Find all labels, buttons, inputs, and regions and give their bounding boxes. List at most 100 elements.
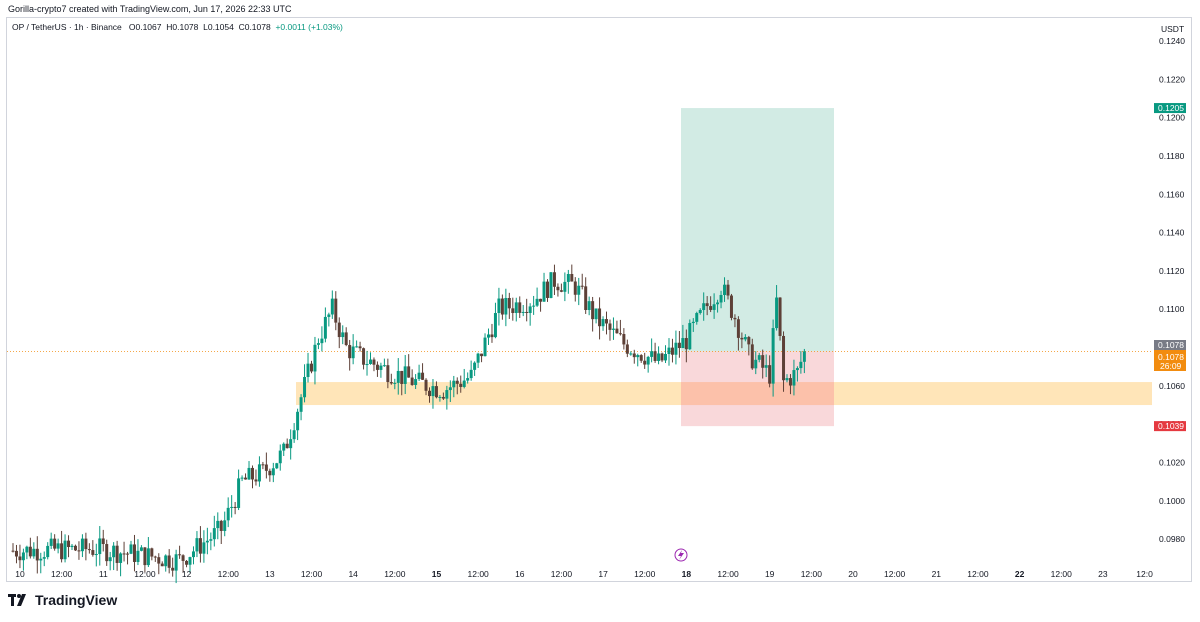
candle-body bbox=[712, 304, 716, 310]
y-tick-label: 0.0980 bbox=[1159, 534, 1185, 544]
x-tick-label: 17 bbox=[598, 569, 608, 579]
candle-body bbox=[410, 377, 414, 385]
symbol-name[interactable]: OP / TetherUS · 1h · Binance bbox=[12, 22, 122, 32]
candle-body bbox=[91, 550, 95, 555]
x-tick-label: 12:00 bbox=[717, 569, 739, 579]
candle-body bbox=[691, 321, 695, 324]
candle-body bbox=[164, 555, 168, 567]
candle-body bbox=[393, 382, 397, 384]
candle-body bbox=[344, 332, 348, 346]
y-tick-label: 0.1000 bbox=[1159, 496, 1185, 506]
candle-body bbox=[636, 355, 640, 358]
candle-body bbox=[382, 365, 386, 367]
candle-body bbox=[303, 376, 307, 398]
candle-body bbox=[292, 430, 296, 440]
candle-body bbox=[698, 310, 702, 314]
candle-body bbox=[84, 538, 88, 550]
candle-body bbox=[709, 306, 713, 310]
price-chart[interactable]: 0.1240 0.1220 0.1200 0.1180 0.1160 0.1140 0.11… bbox=[0, 0, 1200, 585]
candle-body bbox=[500, 298, 504, 315]
target-price-tag-bg bbox=[1154, 103, 1186, 114]
candle-body bbox=[316, 343, 320, 345]
candle-body bbox=[639, 355, 643, 361]
candle-body bbox=[670, 347, 674, 355]
candle-body bbox=[684, 338, 688, 350]
candle-body bbox=[431, 386, 435, 397]
candle-body bbox=[497, 298, 501, 314]
candle-body bbox=[407, 366, 411, 378]
candle-body bbox=[608, 323, 612, 330]
candle-body bbox=[525, 311, 529, 313]
candle-body bbox=[504, 297, 508, 315]
candle-body bbox=[389, 382, 393, 384]
candle-body bbox=[275, 463, 279, 469]
candle-body bbox=[594, 308, 598, 320]
lightning-icon bbox=[678, 550, 684, 560]
candle-body bbox=[400, 370, 404, 384]
x-tick-label: 12:00 bbox=[967, 569, 989, 579]
candle-body bbox=[629, 353, 633, 355]
candle-body bbox=[546, 281, 550, 298]
candle-body bbox=[761, 355, 765, 368]
candle-body bbox=[466, 378, 470, 381]
candle-body bbox=[67, 540, 71, 548]
candle-body bbox=[802, 351, 806, 362]
candle-body bbox=[129, 544, 133, 554]
x-tick-label: 23 bbox=[1098, 569, 1108, 579]
candle-body bbox=[362, 348, 366, 365]
candle-body bbox=[233, 506, 237, 508]
candle-body bbox=[94, 554, 98, 556]
candle-body bbox=[313, 344, 317, 372]
candle-body bbox=[563, 281, 567, 292]
x-tick-label: 12:00 bbox=[884, 569, 906, 579]
x-tick-label: 12:00 bbox=[134, 569, 156, 579]
candle-body bbox=[518, 302, 522, 313]
candle-body bbox=[157, 557, 161, 564]
candle-body bbox=[112, 545, 116, 558]
tradingview-logo-icon bbox=[8, 594, 26, 606]
candle-body bbox=[723, 284, 727, 295]
candle-body bbox=[414, 379, 418, 385]
candle-body bbox=[351, 346, 355, 359]
candle-body bbox=[514, 302, 518, 313]
candle-body bbox=[250, 467, 254, 480]
candle-body bbox=[39, 558, 43, 561]
candle-body bbox=[421, 372, 425, 380]
candle-body bbox=[719, 294, 723, 303]
candle-body bbox=[754, 359, 758, 369]
candle-body bbox=[167, 555, 171, 568]
y-tick-label: 0.1100 bbox=[1159, 304, 1185, 314]
candle-body bbox=[105, 544, 109, 562]
candle-body bbox=[591, 301, 595, 320]
countdown-tag: 26:09 bbox=[1160, 361, 1182, 371]
candle-body bbox=[223, 520, 227, 531]
candle-body bbox=[42, 557, 46, 559]
y-tick-label: 0.1120 bbox=[1159, 266, 1185, 276]
candle-body bbox=[11, 550, 15, 552]
candle-body bbox=[448, 387, 452, 391]
candle-body bbox=[775, 297, 779, 329]
candle-body bbox=[601, 319, 605, 327]
candle-body bbox=[341, 332, 345, 338]
candle-body bbox=[73, 545, 77, 551]
event-lightning-icon bbox=[674, 548, 688, 562]
candle-body bbox=[299, 397, 303, 412]
candle-body bbox=[750, 344, 754, 369]
candle-body bbox=[278, 450, 282, 464]
candle-body bbox=[643, 360, 647, 365]
candle-body bbox=[570, 274, 574, 282]
candle-body bbox=[368, 359, 372, 365]
x-tick-label: 22 bbox=[1015, 569, 1025, 579]
x-tick-label: 20 bbox=[848, 569, 858, 579]
candle-body bbox=[386, 365, 390, 383]
candle-body bbox=[695, 313, 699, 322]
y-tick-label: 0.1060 bbox=[1159, 381, 1185, 391]
candle-body bbox=[483, 337, 487, 357]
candle-body bbox=[108, 557, 112, 562]
candle-body bbox=[573, 281, 577, 295]
target-zone bbox=[681, 108, 834, 352]
y-tick-label: 0.1140 bbox=[1159, 228, 1185, 238]
low-value: L0.1054 bbox=[203, 22, 234, 32]
candle-body bbox=[195, 538, 199, 552]
candle-body bbox=[355, 346, 359, 348]
